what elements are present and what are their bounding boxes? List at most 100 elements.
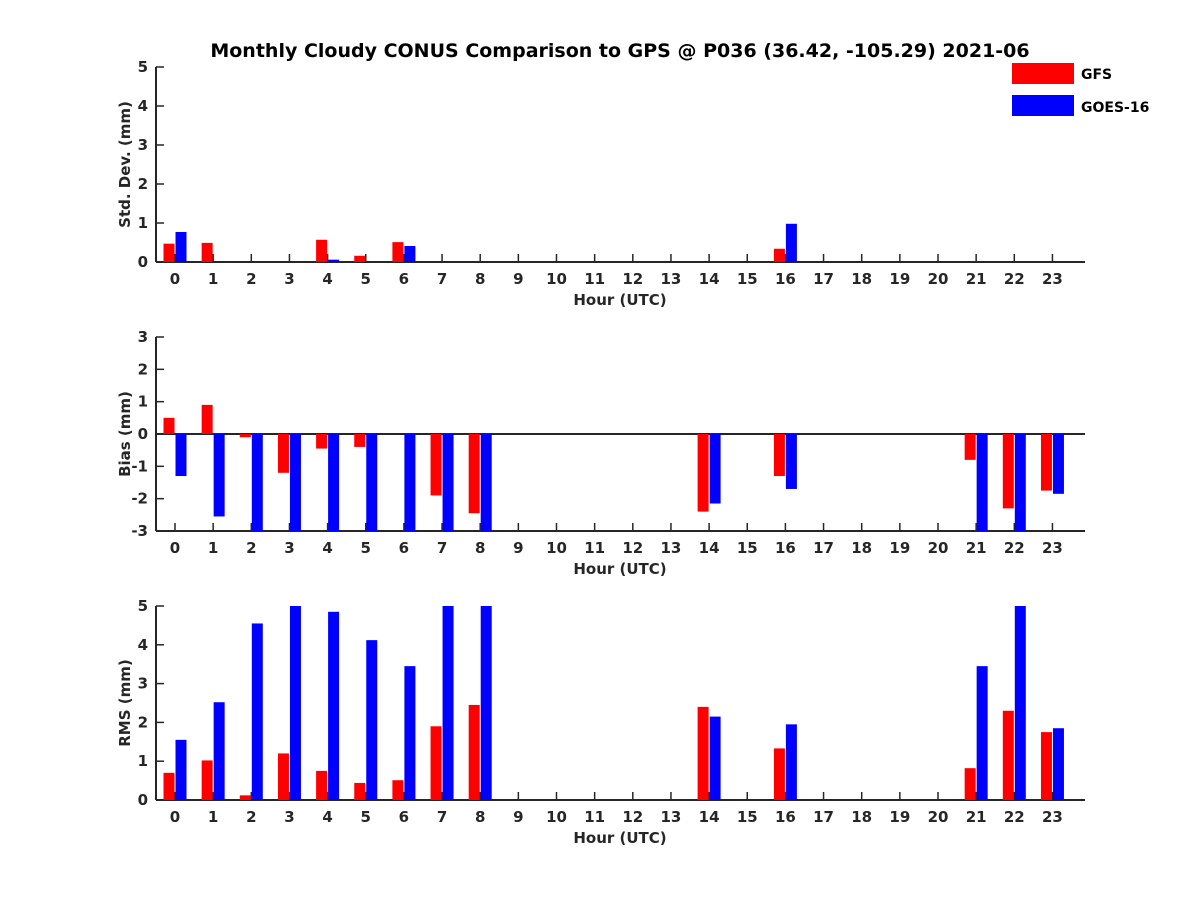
y-tick-label: 3 <box>138 328 148 346</box>
x-tick-label: 22 <box>1004 270 1025 288</box>
bar-gfs-hour-5 <box>354 255 366 262</box>
bar-gfs-hour-16 <box>773 434 785 477</box>
x-axis-label: Hour (UTC) <box>573 291 666 309</box>
bar-gfs-hour-1 <box>201 760 213 800</box>
x-tick-label: 11 <box>584 270 605 288</box>
y-tick-label: 1 <box>138 393 148 411</box>
y-tick-label: 1 <box>138 214 148 232</box>
bar-goes16-hour-8 <box>480 434 492 531</box>
x-tick-label: 12 <box>622 270 643 288</box>
bar-goes16-hour-4 <box>328 611 340 800</box>
bar-goes16-hour-6 <box>404 666 416 800</box>
bar-goes16-hour-4 <box>328 259 340 262</box>
y-tick-label: 5 <box>138 597 148 615</box>
bar-goes16-hour-16 <box>785 223 797 262</box>
y-tick-label: -2 <box>131 490 148 508</box>
x-tick-label: 18 <box>851 270 872 288</box>
legend-label-gfs: GFS <box>1081 67 1112 83</box>
bar-goes16-hour-22 <box>1014 606 1026 800</box>
y-axis-label: Std. Dev. (mm) <box>116 101 134 228</box>
bar-goes16-hour-16 <box>785 434 797 489</box>
x-tick-label: 11 <box>584 808 605 826</box>
x-tick-label: 3 <box>284 808 294 826</box>
x-tick-label: 7 <box>437 539 447 557</box>
bar-gfs-hour-1 <box>201 404 213 434</box>
legend: GFS GOES-16 <box>1012 63 1149 116</box>
y-tick-label: 1 <box>138 752 148 770</box>
x-tick-label: 23 <box>1042 808 1063 826</box>
x-tick-label: 7 <box>437 270 447 288</box>
bar-goes16-hour-14 <box>709 716 721 800</box>
x-tick-label: 4 <box>322 808 332 826</box>
bar-gfs-hour-0 <box>163 772 175 800</box>
x-tick-label: 9 <box>513 808 523 826</box>
x-tick-label: 2 <box>246 539 256 557</box>
x-tick-label: 3 <box>284 539 294 557</box>
bar-gfs-hour-14 <box>697 434 709 512</box>
x-axis-label: Hour (UTC) <box>573 560 666 578</box>
bar-goes16-hour-0 <box>175 739 187 800</box>
x-tick-label: 10 <box>546 808 567 826</box>
bar-gfs-hour-16 <box>773 248 785 262</box>
x-tick-label: 22 <box>1004 539 1025 557</box>
bar-gfs-hour-4 <box>316 434 328 449</box>
x-tick-label: 0 <box>170 808 180 826</box>
x-tick-label: 8 <box>475 808 485 826</box>
bar-gfs-hour-4 <box>316 239 328 262</box>
bar-gfs-hour-8 <box>468 704 480 800</box>
x-tick-label: 20 <box>928 808 949 826</box>
x-tick-label: 16 <box>775 539 796 557</box>
bar-gfs-hour-6 <box>392 242 404 262</box>
x-tick-label: 1 <box>208 808 218 826</box>
x-tick-label: 21 <box>966 808 987 826</box>
y-axis-label: RMS (mm) <box>116 659 134 746</box>
bar-gfs-hour-14 <box>697 706 709 800</box>
bar-gfs-hour-16 <box>773 748 785 800</box>
x-tick-label: 21 <box>966 539 987 557</box>
x-tick-label: 14 <box>699 539 720 557</box>
bar-goes16-hour-4 <box>328 434 340 531</box>
bar-gfs-hour-7 <box>430 726 442 800</box>
bar-gfs-hour-3 <box>277 434 289 473</box>
y-tick-label: 3 <box>138 675 148 693</box>
bar-gfs-hour-2 <box>239 434 251 438</box>
bar-gfs-hour-23 <box>1040 434 1052 491</box>
bar-goes16-hour-6 <box>404 246 416 262</box>
x-tick-label: 14 <box>699 270 720 288</box>
x-tick-label: 5 <box>361 539 371 557</box>
x-tick-label: 6 <box>399 539 409 557</box>
bar-goes16-hour-22 <box>1014 434 1026 531</box>
bar-goes16-hour-6 <box>404 434 416 531</box>
bar-gfs-hour-0 <box>163 243 175 262</box>
x-tick-label: 11 <box>584 539 605 557</box>
x-tick-label: 18 <box>851 808 872 826</box>
bar-gfs-hour-7 <box>430 434 442 496</box>
bar-goes16-hour-2 <box>251 434 263 531</box>
x-tick-label: 15 <box>737 808 758 826</box>
x-tick-label: 17 <box>813 539 834 557</box>
bar-goes16-hour-23 <box>1052 434 1064 494</box>
y-tick-label: -3 <box>131 522 148 540</box>
y-tick-label: -1 <box>131 457 148 475</box>
bar-goes16-hour-7 <box>442 606 454 800</box>
x-tick-label: 21 <box>966 270 987 288</box>
x-tick-label: 8 <box>475 270 485 288</box>
x-tick-label: 6 <box>399 270 409 288</box>
bar-goes16-hour-3 <box>289 606 301 800</box>
x-tick-label: 13 <box>661 539 682 557</box>
bar-goes16-hour-8 <box>480 606 492 800</box>
x-tick-label: 23 <box>1042 270 1063 288</box>
x-tick-label: 1 <box>208 270 218 288</box>
bar-goes16-hour-21 <box>976 434 988 531</box>
x-tick-label: 17 <box>813 808 834 826</box>
x-tick-label: 12 <box>622 808 643 826</box>
x-tick-label: 2 <box>246 808 256 826</box>
bar-gfs-hour-22 <box>1002 434 1014 509</box>
x-tick-label: 7 <box>437 808 447 826</box>
bar-goes16-hour-5 <box>366 640 378 800</box>
bar-goes16-hour-0 <box>175 434 187 477</box>
legend-swatch-gfs <box>1012 63 1074 84</box>
